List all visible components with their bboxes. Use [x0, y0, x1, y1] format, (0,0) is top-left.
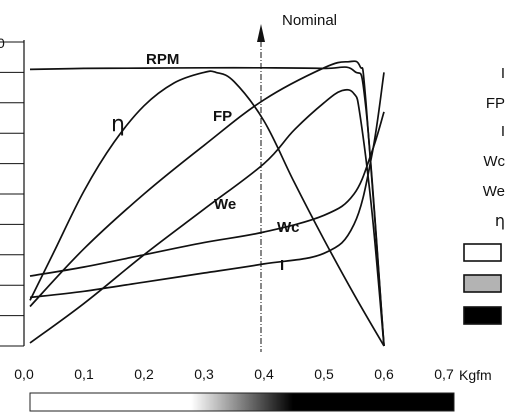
curve-label: η [111, 112, 125, 137]
series-line-i [29, 72, 385, 299]
curve-label: I [280, 257, 284, 274]
series-line-eta [29, 70, 385, 347]
series-line-we [29, 88, 385, 347]
series-line-fp [29, 60, 385, 347]
x-tick-label: 0,4 [254, 366, 274, 382]
legend-label: FP [486, 95, 505, 112]
curve-label: We [214, 196, 236, 213]
legend-label: Wc [483, 153, 505, 170]
x-tick-label: 0,2 [134, 366, 154, 382]
legend-swatch [463, 243, 502, 262]
x-tick-label: 0,5 [314, 366, 334, 382]
legend-swatch [463, 274, 502, 293]
legend-label: We [483, 183, 505, 200]
x-unit-label: Kgfm [459, 367, 492, 383]
curve-label: Wc [277, 219, 300, 236]
axes: 0 0,0 0,1 0,2 0,3 0,4 0,5 0,6 0,7 Kgfm [0, 35, 492, 383]
nominal-label: Nominal [282, 12, 337, 29]
y-tick-label-top: 0 [0, 35, 5, 51]
x-tick-label: 0,6 [374, 366, 394, 382]
legend-label: I [501, 123, 505, 140]
colorbar [29, 392, 455, 412]
legend: I FP I Wc We η [463, 65, 505, 325]
legend-label: η [495, 211, 505, 230]
nominal-arrow-icon [257, 24, 265, 42]
x-tick-label: 0,1 [74, 366, 94, 382]
curve-label: FP [213, 108, 232, 125]
x-tick-label: 0,0 [14, 366, 34, 382]
x-tick-label: 0,7 [434, 366, 454, 382]
curve-label: RPM [146, 51, 179, 68]
series-line-wc [29, 111, 385, 277]
legend-swatch [463, 306, 502, 325]
curve-labels: RPM η FP We Wc I [111, 51, 300, 274]
x-tick-label: 0,3 [194, 366, 214, 382]
legend-label: I [501, 65, 505, 82]
plot-area: Nominal [29, 12, 385, 352]
